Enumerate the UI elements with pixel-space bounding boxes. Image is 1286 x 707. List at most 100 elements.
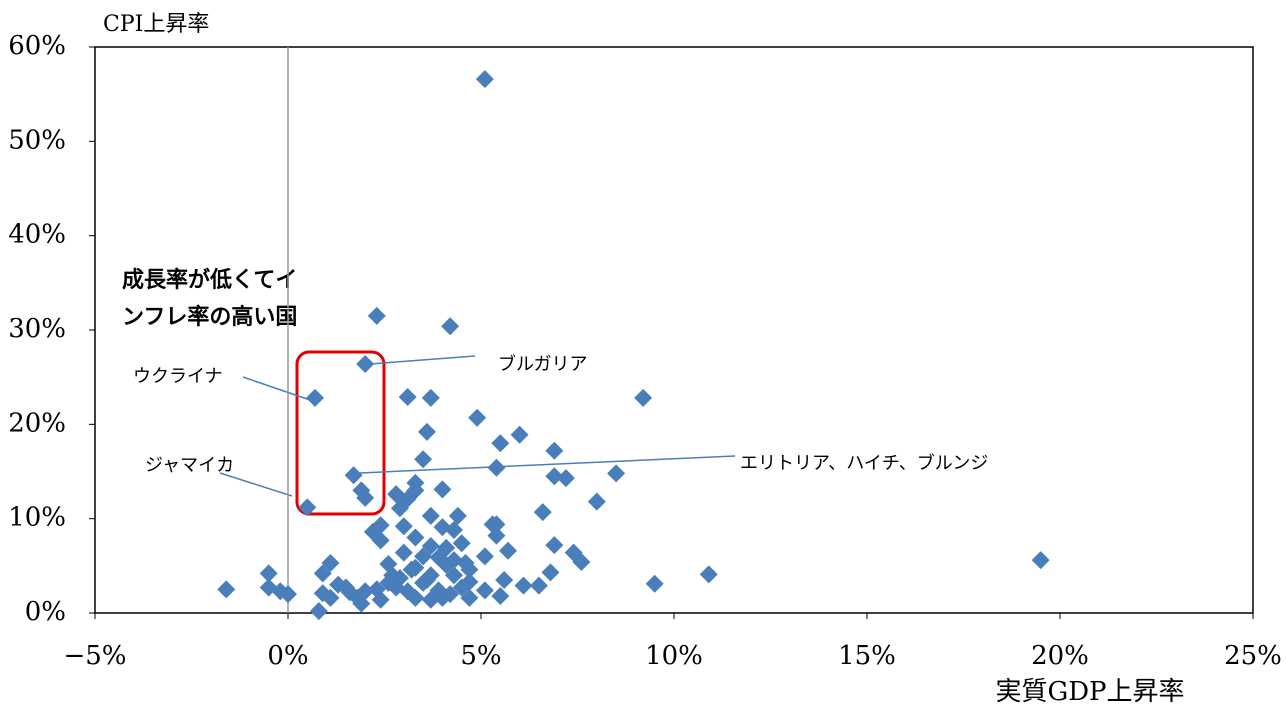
annotation-line: 成長率が低くてイ [122,267,297,293]
point [545,536,564,555]
point [452,534,471,553]
point [448,506,467,525]
point [406,528,425,547]
point [587,492,606,511]
point [468,408,487,427]
point [279,585,297,604]
point [371,531,390,550]
point-label: ウクライナ [133,366,223,387]
point [259,564,278,583]
point [406,588,425,607]
point [487,526,506,545]
point [514,576,533,595]
point [394,517,413,536]
point [645,574,664,593]
point [1031,551,1050,570]
point [348,588,367,607]
point [414,547,433,566]
point [475,547,494,566]
point [313,564,332,583]
point [510,425,529,444]
callout-line [369,355,476,365]
point [545,467,564,486]
y-tick-label: 40% [8,220,66,250]
callout-line [219,472,293,497]
point [444,520,463,539]
point [533,503,552,522]
x-tick-label: 10% [645,641,703,671]
annotation: 成長率が低くてイ ンフレ率の高い国 [122,267,297,330]
point [460,560,479,579]
point [699,565,718,584]
point [529,576,548,595]
point [402,560,421,579]
point-label: エリトリア、ハイチ、ブルンジ [740,452,988,474]
point-label: ブルガリア [498,353,587,375]
point [421,590,440,609]
annotation-line: ンフレ率の高い国 [122,304,297,330]
point [545,441,564,460]
point [607,464,626,483]
y-tick-label: 20% [8,408,66,438]
point [444,551,463,570]
point [298,498,317,517]
point [634,388,653,407]
point-labels: ウクライナ ブルガリア ジャマイカ エリトリア、ハイチ、ブルンジ [133,353,988,476]
x-tick-label: 20% [1031,641,1089,671]
point [421,388,440,407]
point [356,354,375,373]
y-tick-label: 0% [25,597,66,627]
point [475,581,494,600]
point [444,566,463,585]
point [487,515,506,534]
point [217,580,236,599]
callout-line [359,455,736,474]
y-axis-label: CPI上昇率 [103,12,209,37]
point [367,306,386,325]
point [309,602,328,621]
x-tick-label: 25% [1224,641,1282,671]
point [487,458,506,477]
x-tick-label: 0% [267,641,308,671]
x-axis-label: 実質GDP上昇率 [995,677,1184,707]
point [371,590,390,609]
point [417,422,436,441]
point [499,541,518,560]
y-tick-label: 10% [8,503,66,533]
point [390,499,409,518]
y-tick-label: 30% [8,314,66,344]
point [356,488,375,507]
point [433,480,452,499]
point [417,570,436,589]
point [441,317,460,336]
point [495,570,514,589]
point [398,387,417,406]
plot-frame [94,46,1254,614]
point [387,578,406,597]
point [491,587,510,606]
point [321,588,340,607]
point [475,70,494,89]
x-tick-label: 15% [838,641,896,671]
point [572,553,591,572]
point [452,578,471,597]
x-tick-label: 5% [460,641,501,671]
point [421,506,440,525]
y-tick-label: 50% [8,125,66,155]
callouts [219,355,736,497]
point [414,450,433,469]
point [541,563,560,582]
point [441,585,460,604]
callout-line [242,376,311,401]
point [460,588,479,607]
point [306,388,325,407]
point [394,543,413,562]
point [421,537,440,556]
y-tick-label: 60% [8,31,66,61]
x-tick-label: −5% [63,641,126,671]
point [344,466,363,485]
point-label: ジャマイカ [145,455,234,476]
point [491,434,510,453]
highlight-box [295,350,386,516]
